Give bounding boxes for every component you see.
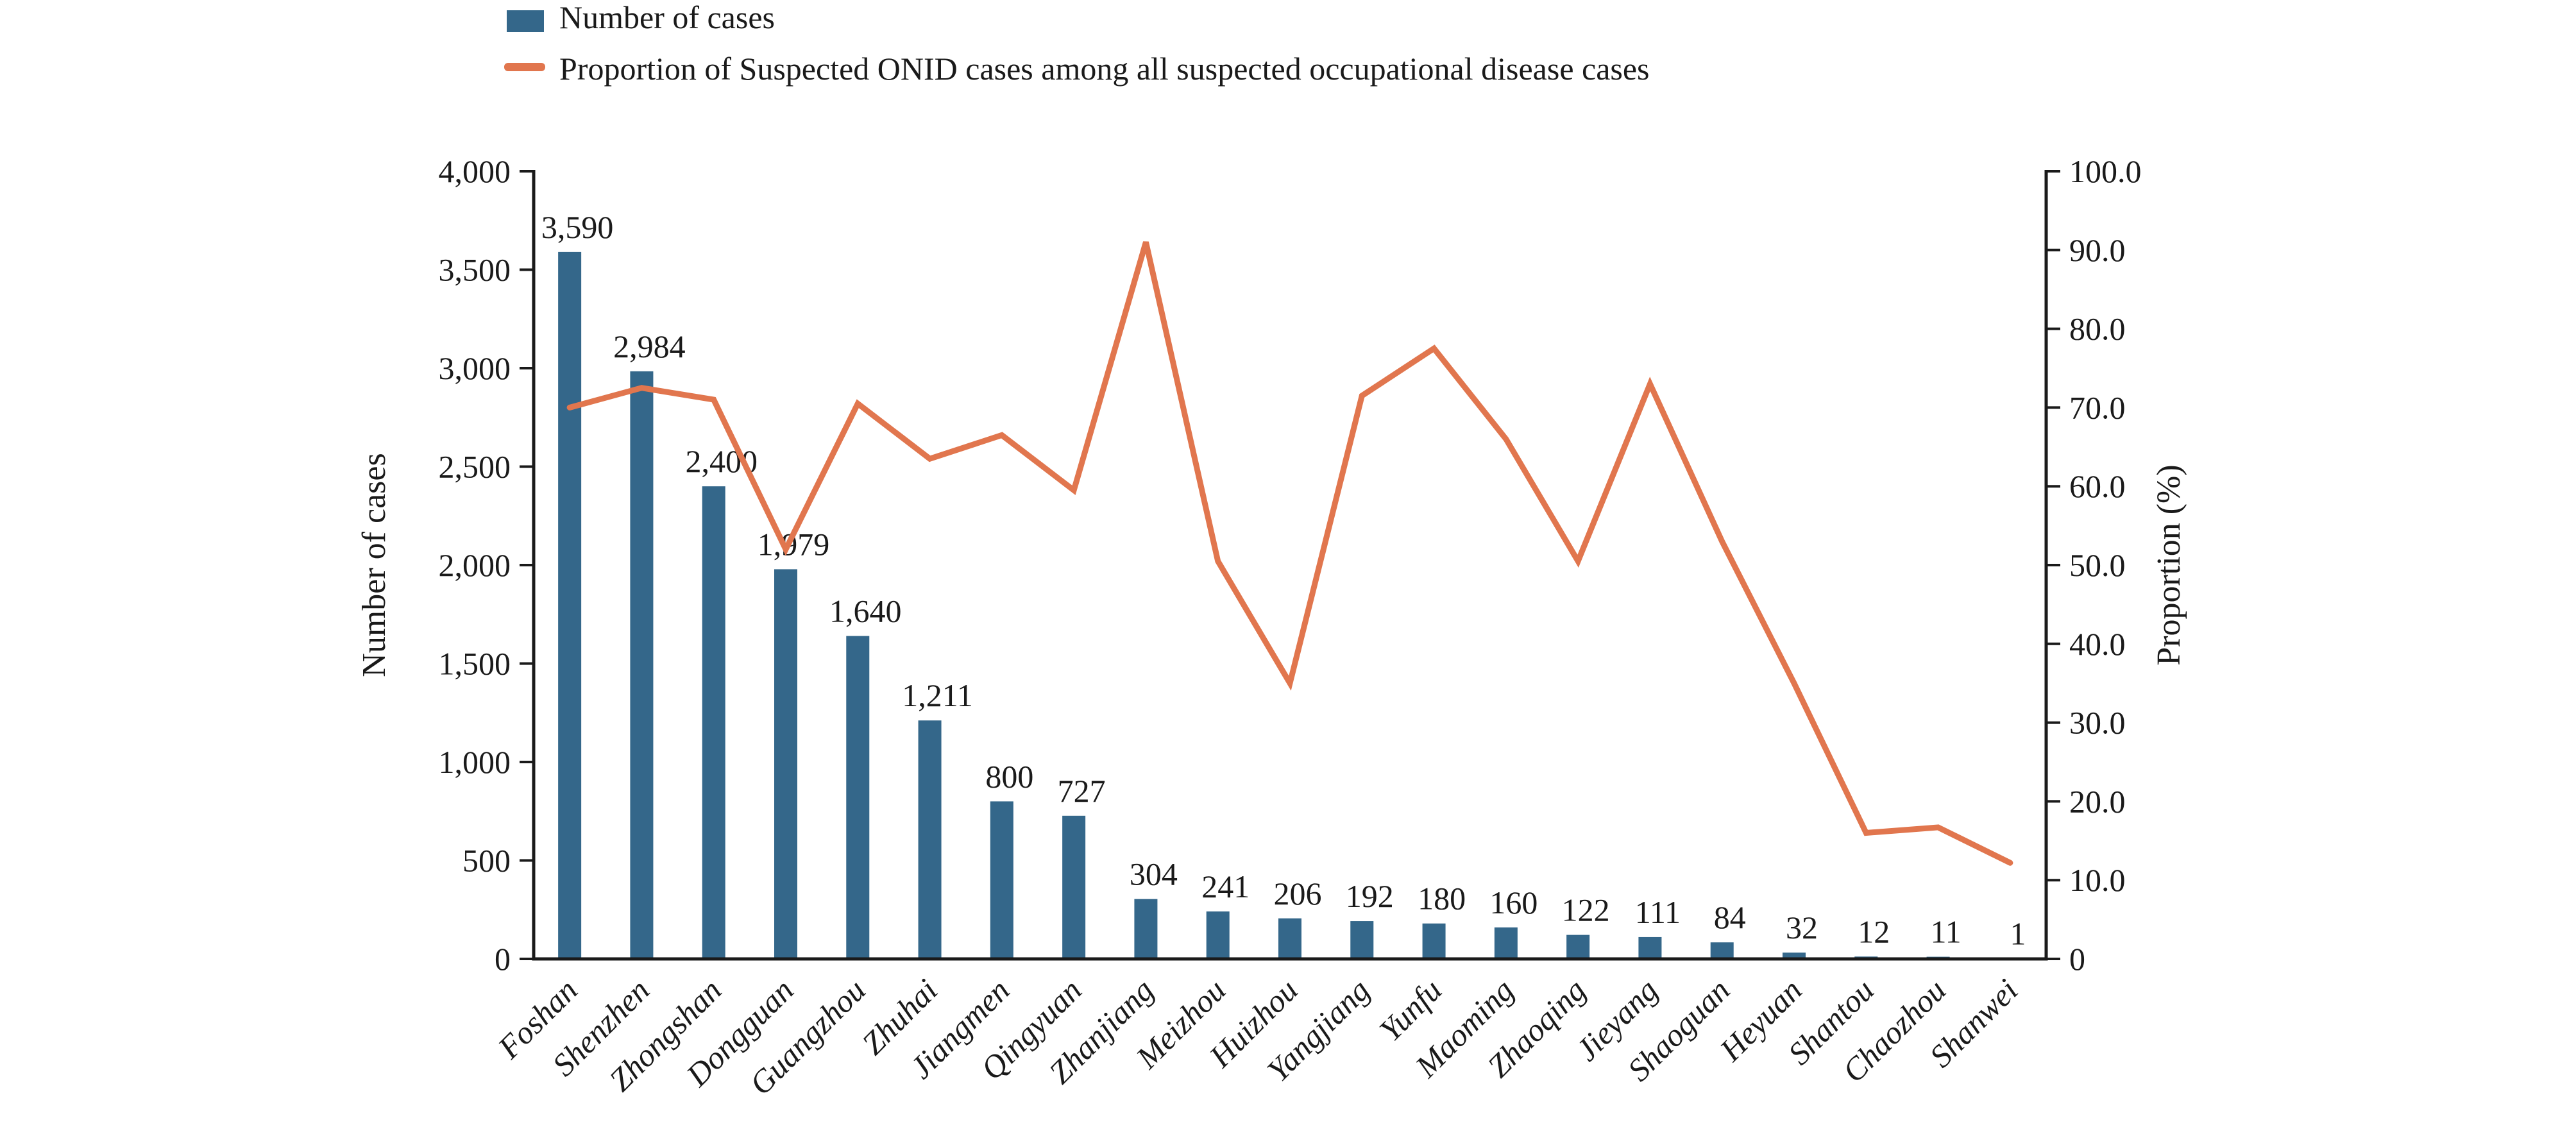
- bar-value-label-Foshan: 3,590: [541, 209, 614, 245]
- bar-Zhuhai: [918, 720, 942, 959]
- bar-value-label-Maoming: 160: [1489, 885, 1538, 920]
- left-axis-tick-label-1,500: 1,500: [439, 646, 511, 682]
- right-axis-title: Proportion (%): [2151, 464, 2187, 665]
- legend-line-label: Proportion of Suspected ONID cases among…: [559, 51, 1650, 87]
- left-axis-title: Number of cases: [356, 453, 393, 677]
- bar-Meizhou: [1206, 911, 1230, 959]
- left-axis-tick-label-1,000: 1,000: [439, 744, 511, 780]
- bar-Qingyuan: [1062, 815, 1086, 959]
- bar-value-label-Guangzhou: 1,640: [829, 593, 902, 629]
- right-axis-tick-label-30.0: 30.0: [2069, 705, 2126, 741]
- bar-value-label-Zhuhai: 1,211: [902, 677, 973, 713]
- bar-value-label-Jiangmen: 800: [985, 758, 1033, 794]
- right-axis-tick-label-60.0: 60.0: [2069, 468, 2126, 504]
- legend: Number of cases Proportion of Suspected …: [504, 0, 1650, 87]
- bar-Heyuan: [1783, 952, 1806, 959]
- bar-value-label-Zhanjiang: 304: [1130, 856, 1178, 892]
- bar-value-label-Yangjiang: 192: [1346, 878, 1394, 914]
- bar-Huizhou: [1278, 918, 1301, 959]
- bar-value-label-Huizhou: 206: [1274, 876, 1322, 911]
- bar-value-label-Shaoguan: 84: [1714, 899, 1746, 935]
- legend-bar-label: Number of cases: [559, 0, 775, 35]
- bar-value-label-Heyuan: 32: [1786, 910, 1818, 945]
- bar-Yunfu: [1422, 923, 1446, 959]
- bar-Dongguan: [774, 569, 797, 959]
- bar-Shaoguan: [1710, 942, 1734, 959]
- bar-value-label-Shenzhen: 2,984: [613, 328, 686, 364]
- left-axis-tick-label-4,000: 4,000: [439, 153, 511, 189]
- right-axis-tick-label-80.0: 80.0: [2069, 311, 2126, 347]
- left-axis-tick-label-2,000: 2,000: [439, 547, 511, 583]
- left-axis-tick-label-0: 0: [495, 941, 511, 977]
- bar-value-label-Yunfu: 180: [1418, 881, 1466, 917]
- axes-frame: [532, 170, 2048, 961]
- right-axis-tick-label-0: 0: [2069, 941, 2085, 977]
- left-axis-tick-label-3,500: 3,500: [439, 252, 511, 288]
- bar-Foshan: [558, 251, 582, 959]
- bar-value-label-Jieyang: 111: [1635, 894, 1681, 930]
- legend-bar-swatch: [507, 10, 544, 32]
- bar-Zhanjiang: [1134, 899, 1158, 959]
- legend-line-swatch: [504, 63, 545, 71]
- right-axis-tick-label-50.0: 50.0: [2069, 547, 2126, 583]
- bar-Maoming: [1494, 927, 1518, 959]
- proportion-line: [566, 241, 2013, 866]
- right-axis-tick-label-100.0: 100.0: [2069, 153, 2142, 189]
- bar-value-label-Shanwei: 1: [2010, 916, 2026, 952]
- bar-value-label-Chaozhou: 11: [1930, 914, 1961, 950]
- right-axis-tick-label-20.0: 20.0: [2069, 783, 2126, 819]
- bar-Guangzhou: [846, 636, 870, 959]
- bar-value-label-Zhaoqing: 122: [1562, 892, 1610, 928]
- bar-Zhongshan: [702, 486, 725, 959]
- right-axis-tick-label-90.0: 90.0: [2069, 232, 2126, 268]
- bar-Shenzhen: [630, 371, 654, 959]
- right-axis-tick-label-10.0: 10.0: [2069, 862, 2126, 898]
- bar-Yangjiang: [1350, 921, 1374, 959]
- bar-value-label-Meizhou: 241: [1201, 868, 1250, 904]
- left-axis-tick-label-500: 500: [462, 843, 511, 879]
- bar-Jieyang: [1638, 936, 1662, 959]
- right-axis-tick-label-70.0: 70.0: [2069, 389, 2126, 425]
- left-axis-tick-label-2,500: 2,500: [439, 449, 511, 485]
- bar-value-label-Shantou: 12: [1858, 913, 1890, 949]
- right-axis-tick-label-40.0: 40.0: [2069, 626, 2126, 662]
- bar-value-label-Qingyuan: 727: [1058, 773, 1106, 809]
- bar-Jiangmen: [990, 801, 1013, 959]
- left-axis-tick-label-3,000: 3,000: [439, 350, 511, 386]
- bar-Zhaoqing: [1566, 935, 1590, 959]
